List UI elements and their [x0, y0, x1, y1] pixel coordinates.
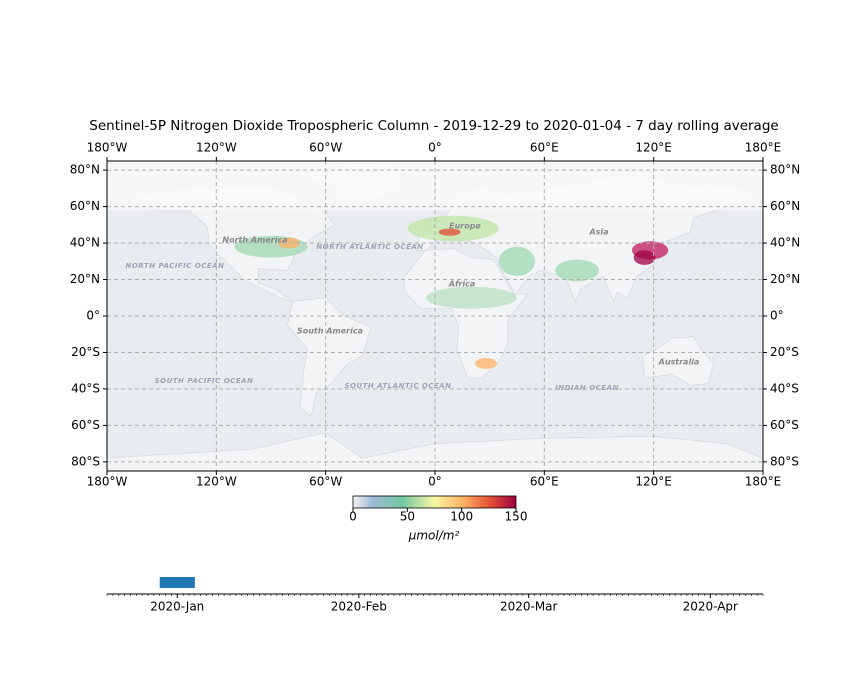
concentration-patch [498, 246, 536, 276]
colorbar-tick-label: 100 [450, 510, 473, 524]
map-label: North America [222, 236, 287, 245]
concentration-patch [475, 357, 497, 369]
x-tick-label: 60°E [530, 141, 559, 155]
colorbar-tick-label: 150 [505, 510, 528, 524]
x-tick-label: 180°W [87, 475, 128, 489]
y-tick-label: 80°N [770, 163, 800, 177]
concentration-patch [438, 228, 461, 236]
x-tick-label: 120°E [635, 475, 672, 489]
x-tick-label: 120°W [196, 475, 237, 489]
y-tick-label: 80°N [70, 163, 100, 177]
y-tick-label: 40°N [70, 236, 100, 250]
y-tick-label: 40°N [770, 236, 800, 250]
ocean-label: NORTH ATLANTIC OCEAN [316, 243, 423, 251]
y-tick-label: 60°S [71, 418, 100, 432]
timeline-tick-label: 2020-Apr [683, 600, 738, 614]
x-tick-label: 120°E [635, 141, 672, 155]
map-label: South America [297, 327, 363, 336]
y-tick-label: 40°S [770, 381, 799, 395]
colorbar-tick-label: 0 [349, 510, 357, 524]
map-label: Australia [658, 358, 700, 367]
x-tick-label: 180°E [745, 475, 782, 489]
x-tick-label: 60°E [530, 475, 559, 489]
concentration-patch [425, 286, 517, 309]
y-tick-label: 20°S [71, 345, 100, 359]
map-label: Europe [449, 222, 481, 231]
y-tick-label: 60°N [70, 199, 100, 213]
y-tick-label: 20°N [70, 272, 100, 286]
colorbar-tick-label: 50 [400, 510, 415, 524]
y-tick-label: 0° [770, 309, 784, 323]
ocean-label: SOUTH ATLANTIC OCEAN [344, 382, 451, 390]
timeline-tick-label: 2020-Feb [331, 600, 387, 614]
y-tick-label: 20°S [770, 345, 799, 359]
concentration-patch [633, 250, 656, 265]
x-tick-label: 0° [428, 475, 442, 489]
concentration-patch [407, 215, 499, 242]
time-window [159, 577, 195, 588]
timeline-tick-label: 2020-Jan [150, 600, 204, 614]
y-tick-label: 40°S [71, 381, 100, 395]
colorbar-label: μmol/m² [408, 529, 460, 543]
x-tick-label: 180°W [87, 141, 128, 155]
y-tick-label: 20°N [770, 272, 800, 286]
timeline-tick-label: 2020-Mar [500, 600, 558, 614]
x-tick-label: 60°W [309, 141, 342, 155]
map-label: Asia [588, 228, 608, 237]
map-label: Africa [448, 280, 476, 289]
x-tick-label: 120°W [196, 141, 237, 155]
colorbar [352, 495, 517, 509]
y-tick-label: 60°S [770, 418, 799, 432]
y-tick-label: 80°S [770, 454, 799, 468]
x-tick-label: 60°W [309, 475, 342, 489]
title: Sentinel-5P Nitrogen Dioxide Tropospheri… [89, 118, 778, 134]
x-tick-label: 0° [428, 141, 442, 155]
y-tick-label: 60°N [770, 199, 800, 213]
land [642, 335, 715, 386]
y-tick-label: 80°S [71, 454, 100, 468]
ocean-label: NORTH PACIFIC OCEAN [126, 262, 225, 270]
ocean-label: SOUTH PACIFIC OCEAN [155, 377, 254, 385]
concentration-patch [555, 259, 599, 282]
map-labels: North America South America Europe Asia … [106, 161, 764, 471]
x-tick-label: 180°E [745, 141, 782, 155]
ocean-label: INDIAN OCEAN [555, 384, 619, 392]
y-tick-label: 0° [86, 309, 100, 323]
